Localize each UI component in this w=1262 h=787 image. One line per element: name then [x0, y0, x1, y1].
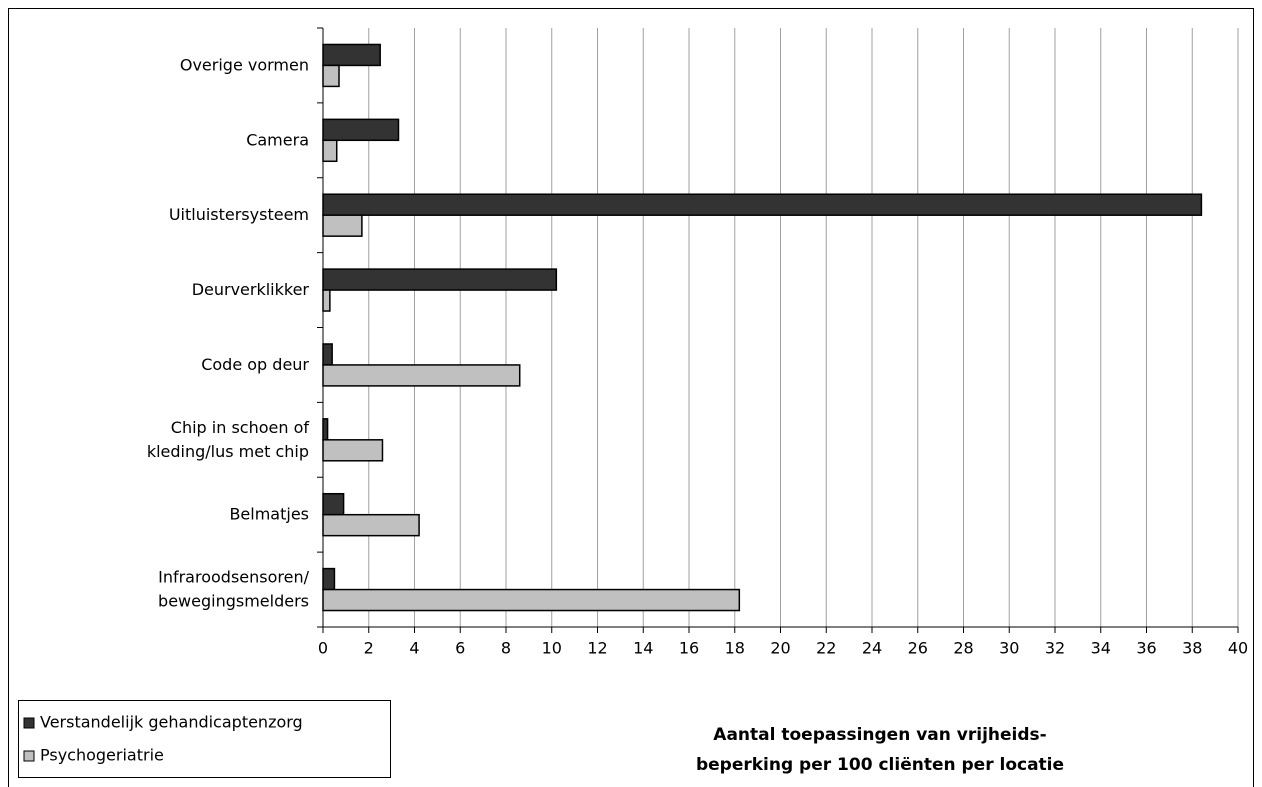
x-tick-label: 16	[679, 639, 699, 658]
legend-swatch	[23, 750, 35, 762]
x-tick-label: 6	[455, 639, 465, 658]
bar	[322, 418, 329, 441]
y-tick-label: Code op deur	[201, 354, 309, 373]
x-tick-label: 0	[318, 639, 328, 658]
x-tick-label: 8	[501, 639, 511, 658]
bar	[322, 343, 333, 366]
bar	[322, 139, 338, 163]
bar	[322, 364, 521, 387]
y-tick-label: Camera	[246, 130, 309, 149]
x-tick-label: 22	[816, 639, 836, 658]
frame	[8, 8, 1254, 787]
bar	[322, 492, 345, 516]
x-tick-label: 32	[1045, 639, 1065, 658]
bar	[322, 289, 331, 312]
legend-label: Psychogeriatrie	[40, 746, 164, 765]
bar	[322, 567, 336, 591]
y-tick-label: Uitluistersysteem	[169, 205, 309, 224]
bar	[322, 513, 420, 537]
y-tick-label: Overige vormen	[180, 55, 309, 74]
bar	[322, 64, 340, 88]
bar	[322, 43, 381, 67]
y-tick-label: Chip in schoen of kleding/lus met chip	[147, 417, 310, 460]
x-tick-label: 18	[725, 639, 745, 658]
bar	[322, 214, 363, 237]
x-tick-label: 40	[1228, 639, 1248, 658]
x-tick-label: 14	[633, 639, 653, 658]
bar	[322, 118, 400, 142]
x-tick-label: 36	[1136, 639, 1156, 658]
x-tick-label: 12	[587, 639, 607, 658]
x-tick-label: 4	[409, 639, 419, 658]
x-tick-label: 20	[770, 639, 790, 658]
chart-title: Aantal toepassingen van vrijheids-beperk…	[696, 725, 1064, 775]
bar	[322, 193, 1203, 216]
legend: Verstandelijk gehandicaptenzorg Psychoger…	[18, 700, 391, 778]
bar	[322, 268, 558, 291]
y-tick-label: Deurverklikker	[192, 280, 310, 299]
x-tick-label: 34	[1091, 639, 1111, 658]
bar	[322, 588, 741, 612]
bar	[322, 439, 384, 462]
x-tick-label: 30	[999, 639, 1019, 658]
x-tick-label: 10	[542, 639, 562, 658]
y-tick-label: Infraroodsensoren/bewegingsmelders	[158, 567, 310, 610]
legend-swatch	[23, 717, 35, 729]
x-tick-label: 24	[862, 639, 882, 658]
y-tick-label: Belmatjes	[229, 504, 309, 523]
legend-box	[18, 700, 391, 778]
x-tick-label: 38	[1182, 639, 1202, 658]
x-tick-label: 28	[953, 639, 973, 658]
x-tick-label: 2	[364, 639, 374, 658]
x-tick-label: 26	[908, 639, 928, 658]
legend-label: Verstandelijk gehandicaptenzorg	[40, 713, 303, 732]
